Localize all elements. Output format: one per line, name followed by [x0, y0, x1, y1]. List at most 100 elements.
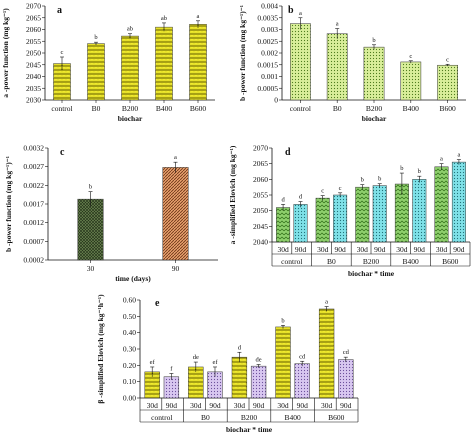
panel-e-y-tick-label: 0.30: [123, 345, 136, 354]
panel-b-significance-letter: b: [372, 37, 375, 44]
panel-e: 0.00 0.10 0.20 0.30 0.40 0.50 0.60 β -simplifie…: [96, 294, 359, 434]
panel-e-bar: [250, 365, 267, 399]
panel-d-y-tick-label: 2040: [253, 238, 268, 247]
panel-d-significance-letter: b: [378, 176, 381, 183]
panel-c-bar: [162, 167, 189, 261]
panel-a: 2030 2035 2040 2045 2050 2055 2060 2065 2070 a -p…: [1, 2, 215, 123]
panel-b-x-tick-label: B600: [439, 104, 456, 113]
panel-a-significance-letter: c: [61, 49, 64, 56]
panel-d-y-tick-label: 2050: [253, 206, 268, 215]
panel-e-significance-letter: de: [256, 357, 262, 364]
panel-b-x-axis-label: biochar: [362, 114, 387, 123]
panel-a-x-axis-label: biochar: [118, 114, 143, 123]
panel-a-bar: [155, 26, 173, 101]
panel-e-y-axis-label: β -simplified Elovich (mg kg⁻¹h⁻¹): [96, 294, 105, 404]
panel-a-x-tick-label: B600: [190, 104, 207, 113]
panel-e-y-tick-label: 0.50: [123, 312, 136, 321]
panel-c-panel-letter: c: [60, 147, 65, 158]
panel-b-y-tick-label: 0.003: [261, 25, 278, 34]
panel-d-time-label: 90d: [334, 245, 346, 254]
panel-d-significance-letter: b: [361, 177, 364, 184]
panel-d-time-label: 90d: [295, 245, 307, 254]
panel-a-y-tick-label: 2035: [26, 84, 41, 93]
panel-d-significance-letter: c: [339, 185, 342, 192]
panel-e-significance-letter: a: [325, 299, 328, 306]
panel-d-bar: [372, 185, 387, 243]
panel-e-bar: [275, 326, 291, 399]
panel-b-significance-letter: a: [336, 21, 339, 28]
panel-e-group-label: control: [151, 413, 172, 422]
panel-b-significance-letter: c: [446, 56, 449, 63]
panel-d-y-tick-label: 2055: [253, 191, 268, 200]
panel-a-y-tick-label: 2045: [26, 60, 41, 69]
panel-d-y-tick-label: 2065: [253, 159, 268, 168]
panel-a-x-tick-label: control: [51, 104, 72, 113]
panel-c-y-tick-label: 0.0017: [23, 200, 44, 209]
panel-e-group-label: B0: [201, 413, 210, 422]
panel-c-y-tick-label: 0.0012: [23, 218, 44, 227]
panel-e-time-label: 30d: [277, 401, 289, 410]
panel-d: 2040 2045 2050 2055 2060 2065 2070 a -simplifie…: [228, 144, 471, 278]
panel-e-y-tick-label: 0.40: [123, 328, 136, 337]
panel-d-significance-letter: d: [299, 194, 303, 201]
panel-d-group-label: B200: [363, 257, 380, 266]
panel-b-bar: [400, 61, 422, 101]
panel-c-y-tick-label: 0.0002: [23, 256, 44, 265]
panel-e-group-label: B400: [284, 413, 301, 422]
panel-e-y-tick-label: 0.60: [123, 296, 136, 305]
panel-b-y-axis-label: b -power function (mg kg⁻¹)⁻¹: [238, 5, 247, 101]
panel-e-significance-letter: ef: [150, 359, 156, 366]
panel-b-y-tick-label: 0.0035: [257, 13, 278, 22]
panel-e-significance-letter: ef: [212, 359, 218, 366]
panel-b-y-tick-label: 0.004: [261, 2, 278, 11]
panel-c-y-tick-label: 0.0032: [23, 144, 44, 153]
panel-e-significance-letter: b: [281, 317, 284, 324]
panel-e-x-axis-label: biochar * time: [226, 425, 273, 434]
panel-d-bar: [315, 197, 330, 243]
panel-e-bar: [318, 308, 335, 399]
panel-a-significance-letter: ab: [161, 15, 167, 22]
panel-c: 0.0002 0.0007 0.0012 0.0017 0.0022 0.0027 0.00…: [4, 144, 218, 283]
panel-d-time-label: 90d: [414, 245, 426, 254]
panel-a-y-tick-label: 2050: [26, 49, 41, 58]
panel-e-time-label: 90d: [166, 401, 178, 410]
panel-b-y-tick-label: 0.001: [261, 72, 278, 81]
panel-d-bar: [276, 207, 291, 243]
panel-e-time-label: 30d: [190, 401, 202, 410]
panel-e-y-tick-label: 0.10: [123, 377, 136, 386]
panel-b-y-tick-label: 0.0005: [257, 84, 278, 93]
panel-b-y-tick-label: 0.0025: [257, 37, 278, 46]
panel-a-significance-letter: b: [94, 34, 97, 41]
panel-d-time-label: 30d: [436, 245, 448, 254]
panel-d-group-label: control: [281, 257, 302, 266]
panel-e-y-tick-label: 0.00: [123, 394, 136, 403]
panel-c-y-tick-label: 0.0022: [23, 181, 44, 190]
panel-d-significance-letter: c: [321, 188, 324, 195]
panel-a-x-tick-label: B400: [156, 104, 173, 113]
panel-b-bar: [437, 64, 458, 101]
panel-d-group-label: B0: [327, 257, 336, 266]
panel-a-y-tick-label: 2060: [26, 25, 41, 34]
panel-b-bar: [326, 33, 348, 101]
panel-d-bar: [355, 186, 370, 243]
panel-e-significance-letter: cd: [299, 353, 306, 360]
panel-b-y-tick-label: 0.002: [261, 49, 278, 58]
panel-d-y-axis-label: a -simplified Elovich (mg kg⁻¹): [228, 145, 237, 244]
panel-c-significance-letter: b: [89, 184, 92, 191]
panel-d-time-label: 90d: [453, 245, 465, 254]
panel-d-bar: [293, 204, 308, 243]
panel-d-bar: [434, 166, 449, 243]
panel-a-y-tick-label: 2030: [26, 96, 41, 105]
panel-d-y-tick-label: 2060: [253, 175, 268, 184]
panel-d-bar: [451, 161, 466, 243]
panel-e-bar: [231, 356, 248, 399]
panel-e-time-label: 90d: [253, 401, 265, 410]
panel-d-bar: [333, 194, 348, 243]
panel-d-group-label: B600: [442, 257, 459, 266]
panel-d-time-label: 30d: [396, 245, 408, 254]
panel-b-bar: [363, 46, 385, 101]
panel-d-significance-letter: b: [400, 165, 403, 172]
panel-c-significance-letter: a: [174, 154, 177, 161]
panel-a-x-tick-label: B0: [92, 104, 101, 113]
